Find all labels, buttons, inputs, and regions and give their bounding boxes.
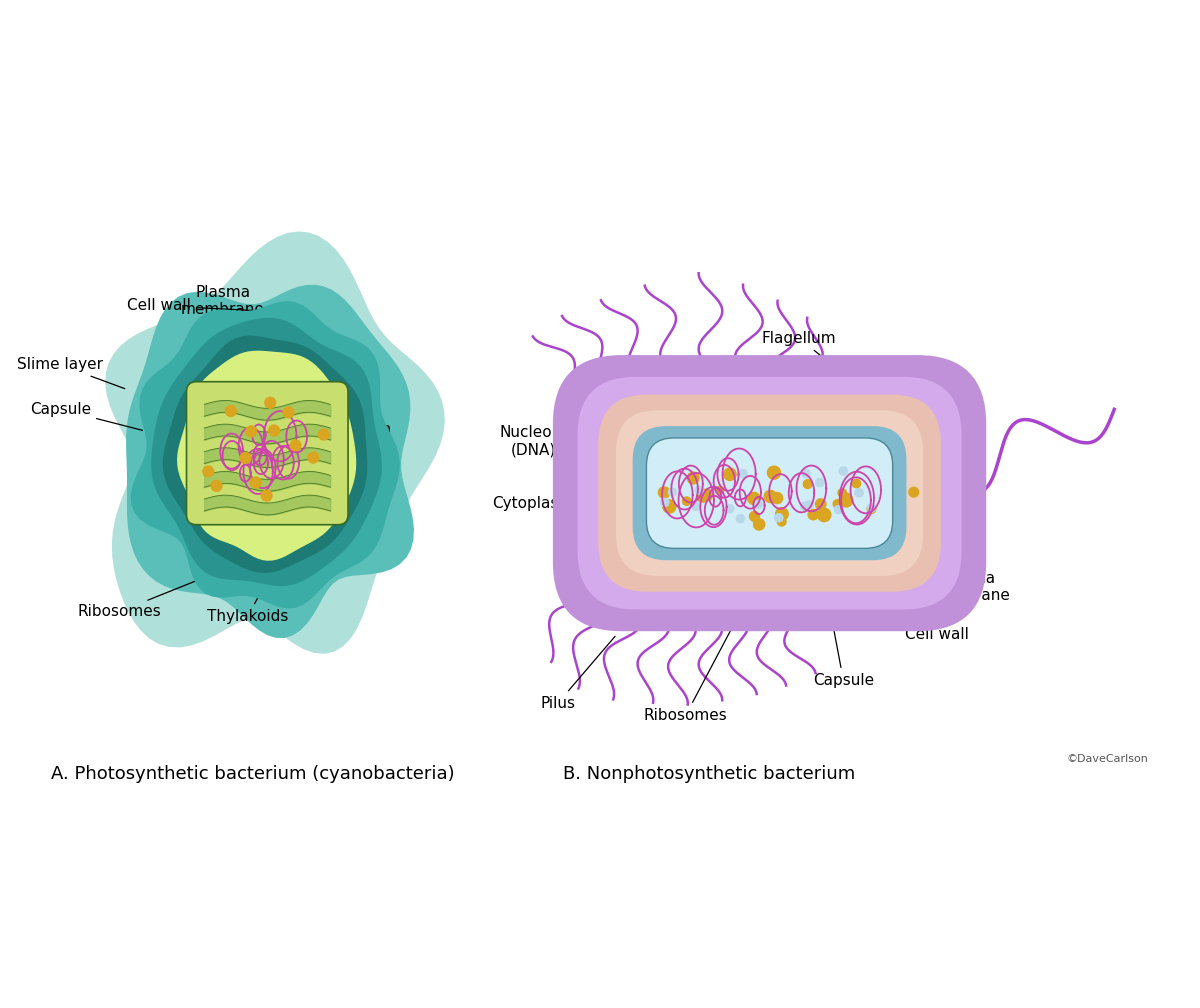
Circle shape [748, 492, 760, 505]
Text: A. Photosynthetic bacterium (cyanobacteria): A. Photosynthetic bacterium (cyanobacter… [50, 765, 455, 783]
FancyBboxPatch shape [647, 437, 893, 548]
FancyBboxPatch shape [553, 355, 986, 631]
Circle shape [804, 501, 814, 509]
Polygon shape [106, 232, 445, 654]
Circle shape [838, 489, 846, 497]
Circle shape [750, 511, 760, 521]
Text: Pilus: Pilus [540, 636, 616, 711]
FancyBboxPatch shape [616, 410, 923, 576]
Circle shape [203, 466, 214, 477]
Circle shape [251, 477, 262, 488]
Circle shape [803, 480, 812, 489]
Circle shape [318, 429, 329, 440]
Circle shape [815, 478, 824, 487]
Circle shape [683, 497, 691, 505]
Text: Capsule: Capsule [30, 402, 143, 430]
Circle shape [668, 488, 677, 497]
Circle shape [701, 489, 713, 501]
Polygon shape [126, 284, 414, 638]
Circle shape [768, 466, 780, 479]
Circle shape [839, 493, 853, 507]
Circle shape [246, 426, 257, 436]
Circle shape [308, 453, 319, 463]
Text: Flagellum: Flagellum [762, 331, 851, 380]
Circle shape [817, 508, 830, 521]
Circle shape [778, 517, 786, 526]
Circle shape [868, 504, 876, 512]
FancyBboxPatch shape [864, 484, 884, 516]
Circle shape [265, 397, 276, 408]
Circle shape [695, 486, 703, 495]
Circle shape [754, 500, 762, 509]
Text: Capsule: Capsule [812, 595, 874, 688]
Text: Cell wall: Cell wall [899, 570, 968, 642]
Text: Cytoplasm: Cytoplasm [311, 421, 391, 446]
Circle shape [772, 493, 782, 504]
Circle shape [290, 439, 301, 451]
Circle shape [662, 500, 676, 513]
Circle shape [738, 469, 748, 478]
Circle shape [283, 407, 294, 418]
Circle shape [800, 502, 809, 511]
Polygon shape [163, 336, 367, 573]
Text: Ribosomes: Ribosomes [644, 619, 737, 723]
FancyBboxPatch shape [632, 426, 906, 560]
Circle shape [725, 504, 734, 513]
FancyBboxPatch shape [186, 382, 348, 525]
Circle shape [834, 505, 842, 514]
Polygon shape [151, 318, 382, 586]
Circle shape [736, 514, 745, 523]
Text: Slime layer: Slime layer [18, 358, 125, 389]
Text: Nucleoid
(DNA): Nucleoid (DNA) [500, 424, 626, 457]
Circle shape [659, 487, 670, 498]
Circle shape [696, 490, 709, 502]
FancyBboxPatch shape [577, 377, 961, 610]
Text: Thylakoids: Thylakoids [206, 580, 288, 624]
Circle shape [868, 504, 876, 513]
Circle shape [691, 502, 700, 511]
FancyBboxPatch shape [598, 394, 941, 592]
Circle shape [775, 508, 788, 520]
Circle shape [908, 487, 919, 497]
Circle shape [802, 469, 810, 478]
Text: Plasma
membrane: Plasma membrane [181, 284, 293, 335]
Text: Nucleoid
(DNA): Nucleoid (DNA) [298, 477, 384, 509]
Circle shape [774, 513, 784, 522]
Circle shape [262, 490, 272, 501]
Circle shape [240, 453, 251, 464]
Circle shape [716, 486, 724, 494]
Text: Cell wall: Cell wall [127, 298, 254, 313]
Circle shape [839, 467, 847, 476]
Circle shape [852, 479, 860, 488]
Circle shape [854, 489, 864, 497]
Circle shape [833, 500, 841, 508]
Circle shape [269, 425, 280, 436]
Text: Plasma
membrane: Plasma membrane [926, 535, 1010, 603]
Circle shape [754, 519, 764, 530]
Circle shape [816, 499, 826, 509]
Polygon shape [131, 301, 400, 609]
Text: ©DaveCarlson: ©DaveCarlson [1067, 754, 1148, 764]
Text: Cytoplasm: Cytoplasm [492, 496, 610, 510]
Circle shape [226, 405, 236, 416]
Circle shape [724, 468, 736, 481]
Text: B. Nonphotosynthetic bacterium: B. Nonphotosynthetic bacterium [563, 765, 854, 783]
Circle shape [808, 509, 818, 520]
Circle shape [660, 498, 670, 507]
Text: Ribosomes: Ribosomes [78, 574, 216, 619]
Circle shape [688, 472, 700, 484]
Circle shape [211, 481, 222, 491]
Polygon shape [178, 351, 356, 560]
Circle shape [764, 490, 776, 503]
